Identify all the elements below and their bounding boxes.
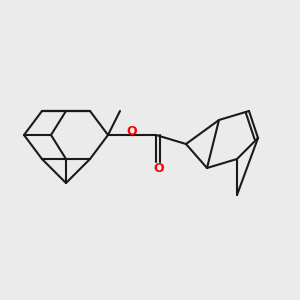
Text: O: O <box>154 161 164 175</box>
Text: O: O <box>127 125 137 139</box>
